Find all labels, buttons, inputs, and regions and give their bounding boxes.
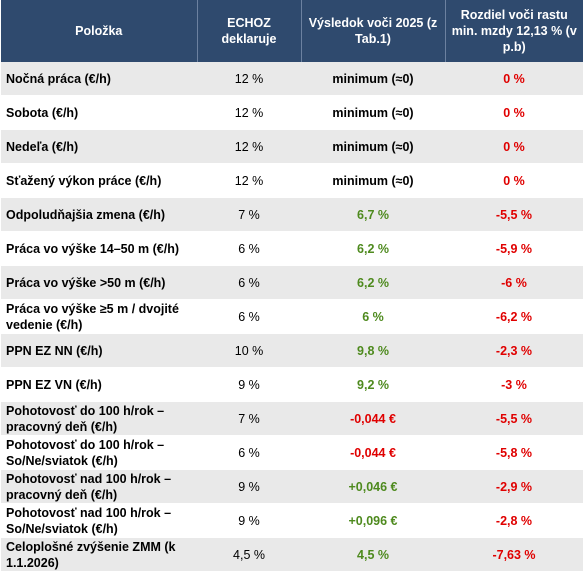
declares-cell: 9 % [197, 367, 301, 402]
difference-cell: -2,3 % [445, 333, 583, 368]
declares-cell: 12 % [197, 95, 301, 130]
item-cell: Nedeľa (€/h) [1, 129, 197, 164]
table-row: Celoplošné zvýšenie ZMM (k 1.1.2026) 4,5 … [1, 537, 583, 572]
item-cell: Práca vo výške ≥5 m / dvojité vedenie (€… [1, 299, 197, 334]
declares-cell: 6 % [197, 299, 301, 334]
result-cell: +0,046 € [301, 469, 445, 504]
item-cell: Sťažený výkon práce (€/h) [1, 163, 197, 198]
table-row: Nočná práca (€/h) 12 % minimum (≈0) 0 % [1, 62, 583, 96]
item-cell: Pohotovosť nad 100 h/rok – So/Ne/sviatok… [1, 503, 197, 538]
difference-cell: 0 % [445, 163, 583, 198]
result-cell: minimum (≈0) [301, 163, 445, 198]
table-row: Sobota (€/h) 12 % minimum (≈0) 0 % [1, 95, 583, 130]
header-difference: Rozdiel voči rastu min. mzdy 12,13 % (v … [445, 0, 583, 62]
declares-cell: 7 % [197, 197, 301, 232]
difference-cell: -6 % [445, 265, 583, 300]
result-cell: 9,8 % [301, 333, 445, 368]
table-body: Nočná práca (€/h) 12 % minimum (≈0) 0 % Sob… [1, 62, 583, 572]
difference-cell: -5,8 % [445, 435, 583, 470]
result-cell: 6 % [301, 299, 445, 334]
difference-cell: -2,9 % [445, 469, 583, 504]
declares-cell: 7 % [197, 401, 301, 436]
difference-cell: -5,5 % [445, 197, 583, 232]
declares-cell: 4,5 % [197, 537, 301, 572]
header-result: Výsledok voči 2025 (z Tab.1) [301, 0, 446, 62]
header-item: Položka [1, 0, 198, 62]
item-cell: Pohotovosť do 100 h/rok – So/Ne/sviatok … [1, 435, 197, 470]
difference-cell: -7,63 % [445, 537, 583, 572]
declares-cell: 12 % [197, 163, 301, 198]
item-cell: Nočná práca (€/h) [1, 62, 197, 96]
difference-cell: 0 % [445, 129, 583, 164]
table-row: Práca vo výške ≥5 m / dvojité vedenie (€… [1, 299, 583, 334]
declares-cell: 9 % [197, 469, 301, 504]
result-cell: -0,044 € [301, 435, 445, 470]
result-cell: 4,5 % [301, 537, 445, 572]
table-row: PPN EZ NN (€/h) 10 % 9,8 % -2,3 % [1, 333, 583, 368]
table-row: Sťažený výkon práce (€/h) 12 % minimum (≈0… [1, 163, 583, 198]
result-cell: minimum (≈0) [301, 129, 445, 164]
table-row: Pohotovosť nad 100 h/rok – So/Ne/sviatok… [1, 503, 583, 538]
comparison-table: Položka ECHOZ deklaruje Výsledok voči 20… [1, 0, 583, 572]
result-cell: 6,2 % [301, 231, 445, 266]
declares-cell: 12 % [197, 129, 301, 164]
declares-cell: 9 % [197, 503, 301, 538]
item-cell: PPN EZ NN (€/h) [1, 333, 197, 368]
item-cell: Pohotovosť do 100 h/rok – pracovný deň (… [1, 401, 197, 436]
item-cell: Celoplošné zvýšenie ZMM (k 1.1.2026) [1, 537, 197, 572]
item-cell: Práca vo výške 14–50 m (€/h) [1, 231, 197, 266]
difference-cell: -5,5 % [445, 401, 583, 436]
item-cell: Odpoludňajšia zmena (€/h) [1, 197, 197, 232]
declares-cell: 6 % [197, 265, 301, 300]
result-cell: +0,096 € [301, 503, 445, 538]
difference-cell: 0 % [445, 95, 583, 130]
result-cell: 6,2 % [301, 265, 445, 300]
table-row: PPN EZ VN (€/h) 9 % 9,2 % -3 % [1, 367, 583, 402]
header-declares: ECHOZ deklaruje [197, 0, 302, 62]
table-row: Pohotovosť nad 100 h/rok – pracovný deň … [1, 469, 583, 504]
table-row: Práca vo výške >50 m (€/h) 6 % 6,2 % -6 % [1, 265, 583, 300]
declares-cell: 6 % [197, 435, 301, 470]
difference-cell: -6,2 % [445, 299, 583, 334]
table-row: Pohotovosť do 100 h/rok – pracovný deň (… [1, 401, 583, 436]
table-row: Odpoludňajšia zmena (€/h) 7 % 6,7 % -5,5 % [1, 197, 583, 232]
item-cell: Sobota (€/h) [1, 95, 197, 130]
table-header: Položka ECHOZ deklaruje Výsledok voči 20… [1, 0, 583, 62]
difference-cell: -5,9 % [445, 231, 583, 266]
table-row: Nedeľa (€/h) 12 % minimum (≈0) 0 % [1, 129, 583, 164]
table-row: Pohotovosť do 100 h/rok – So/Ne/sviatok … [1, 435, 583, 470]
result-cell: 9,2 % [301, 367, 445, 402]
result-cell: -0,044 € [301, 401, 445, 436]
result-cell: minimum (≈0) [301, 95, 445, 130]
table-row: Práca vo výške 14–50 m (€/h) 6 % 6,2 % -5,9… [1, 231, 583, 266]
declares-cell: 10 % [197, 333, 301, 368]
header-row: Položka ECHOZ deklaruje Výsledok voči 20… [1, 0, 583, 62]
difference-cell: 0 % [445, 62, 583, 96]
item-cell: Práca vo výške >50 m (€/h) [1, 265, 197, 300]
difference-cell: -3 % [445, 367, 583, 402]
declares-cell: 6 % [197, 231, 301, 266]
declares-cell: 12 % [197, 62, 301, 96]
item-cell: Pohotovosť nad 100 h/rok – pracovný deň … [1, 469, 197, 504]
item-cell: PPN EZ VN (€/h) [1, 367, 197, 402]
result-cell: minimum (≈0) [301, 62, 445, 96]
difference-cell: -2,8 % [445, 503, 583, 538]
result-cell: 6,7 % [301, 197, 445, 232]
